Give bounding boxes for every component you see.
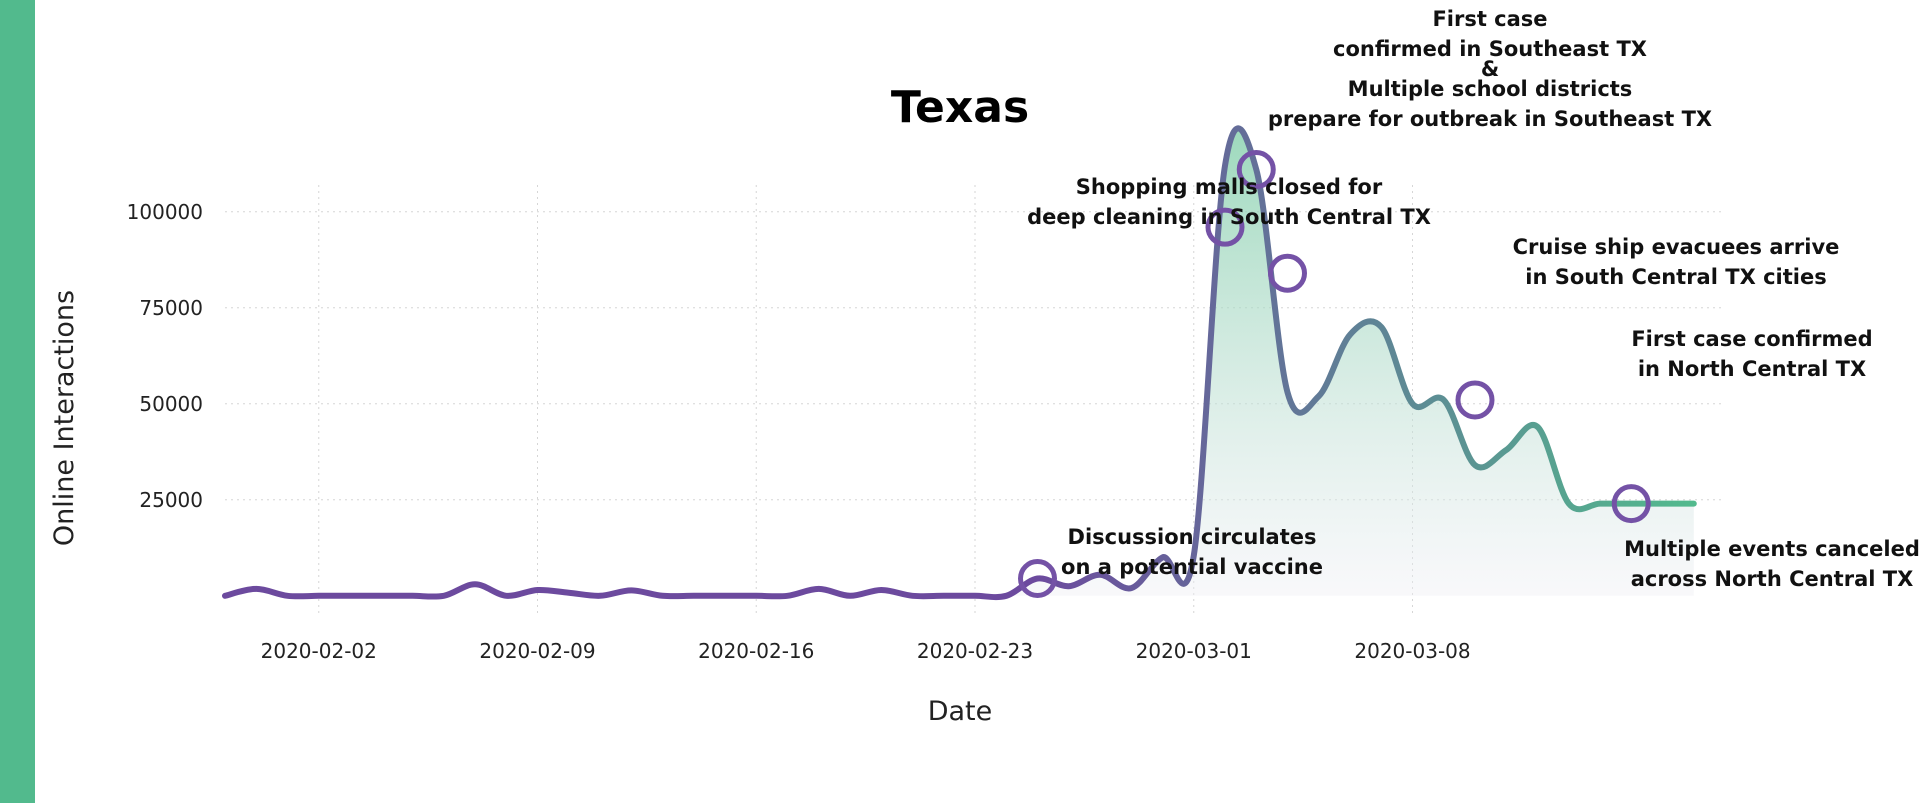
y-tick-label: 100000 <box>127 200 203 224</box>
annotation-label: First case confirmed in North Central TX <box>1631 327 1872 381</box>
x-axis-ticks: 2020-02-02 2020-02-09 2020-02-16 2020-02-23… <box>261 639 1471 663</box>
annotation-markers <box>1018 150 1651 599</box>
annotation-label: Multiple events canceled across North Cen… <box>1624 537 1920 591</box>
annotation-line: Multiple events canceled <box>1624 537 1920 561</box>
annotation-label: Cruise ship evacuees arrive in South Cent… <box>1513 235 1840 289</box>
x-tick-label: 2020-02-23 <box>917 639 1033 663</box>
annotation-line: Multiple school districts <box>1348 77 1633 101</box>
x-tick-label: 2020-03-01 <box>1136 639 1252 663</box>
series-line <box>222 125 1697 601</box>
annotation-line: & <box>1481 57 1499 81</box>
y-tick-label: 75000 <box>139 296 203 320</box>
annotation-marker <box>1611 484 1651 524</box>
annotation-label: Shopping malls closed for deep cleaning i… <box>1027 175 1431 229</box>
annotation-line: in North Central TX <box>1638 357 1866 381</box>
annotation-line: First case <box>1432 7 1547 31</box>
annotation-marker <box>1236 150 1276 190</box>
annotation-label: Discussion circulates on a potential vacc… <box>1061 525 1323 579</box>
x-tick-label: 2020-02-02 <box>261 639 377 663</box>
x-tick-label: 2020-02-09 <box>479 639 595 663</box>
annotation-line: across North Central TX <box>1631 567 1914 591</box>
y-tick-label: 25000 <box>139 488 203 512</box>
annotation-line: on a potential vaccine <box>1061 555 1323 579</box>
area-fill <box>1006 128 1694 596</box>
annotation-marker <box>1268 253 1307 293</box>
annotation-marker <box>1205 207 1245 247</box>
annotation-line: prepare for outbreak in Southeast TX <box>1268 107 1712 131</box>
annotation-line: First case confirmed <box>1631 327 1872 351</box>
annotation-line: deep cleaning in South Central TX <box>1027 205 1431 229</box>
x-axis-label: Date <box>928 696 993 727</box>
annotation-line: in South Central TX cities <box>1525 265 1826 289</box>
accent-bar <box>0 0 35 803</box>
annotations: Discussion circulates on a potential vacc… <box>1027 7 1920 591</box>
annotation-marker <box>1455 380 1495 420</box>
annotation-line: confirmed in Southeast TX <box>1333 37 1647 61</box>
x-tick-label: 2020-02-16 <box>698 639 814 663</box>
annotation-marker <box>1018 559 1057 599</box>
x-tick-label: 2020-03-08 <box>1354 639 1470 663</box>
y-axis-ticks: 25000 50000 75000 100000 <box>127 200 203 512</box>
annotation-label: First case confirmed in Southeast TX & Mult… <box>1268 7 1712 131</box>
annotation-line: Discussion circulates <box>1068 525 1317 549</box>
y-tick-label: 50000 <box>139 392 203 416</box>
chart-title: Texas <box>891 82 1029 133</box>
annotation-line: Shopping malls closed for <box>1076 175 1383 199</box>
annotation-line: Cruise ship evacuees arrive <box>1513 235 1840 259</box>
y-axis-label: Online Interactions <box>49 290 80 546</box>
